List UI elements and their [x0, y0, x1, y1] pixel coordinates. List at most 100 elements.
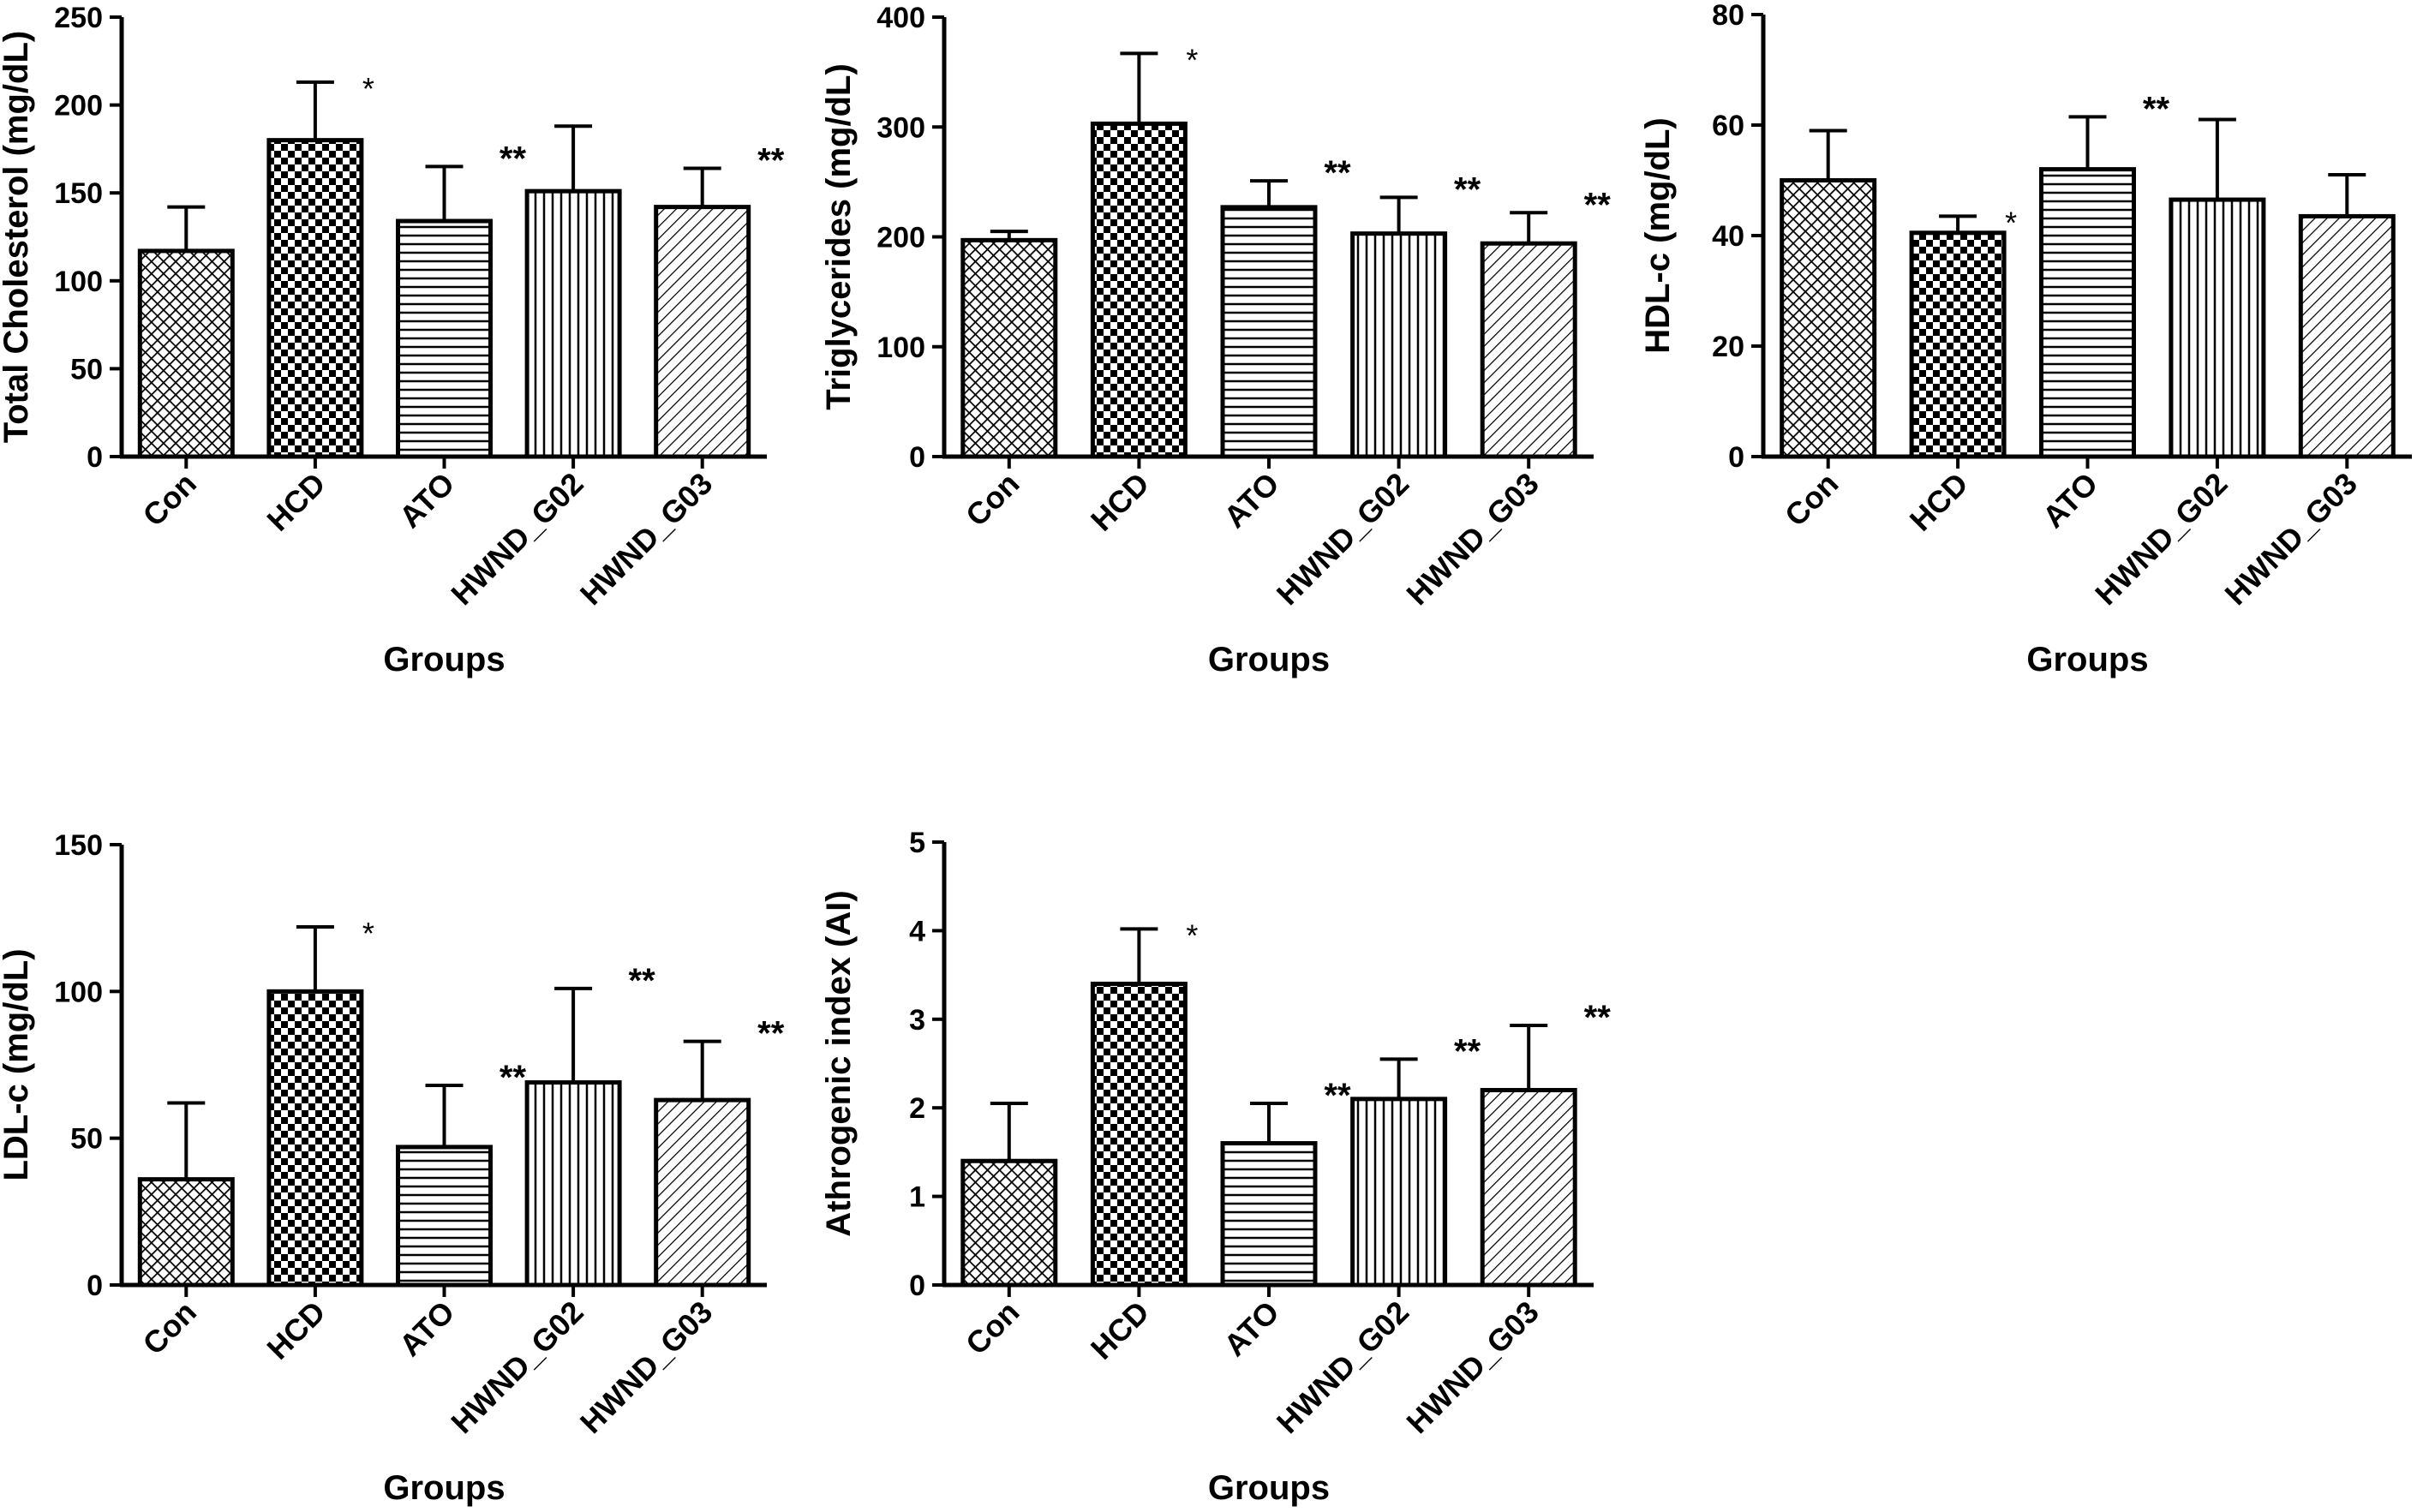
x-axis-title: Groups [383, 641, 505, 678]
significance-marker: ** [500, 140, 527, 177]
y-tick-label: 0 [87, 1270, 103, 1302]
x-tick-label: HWND_G02 [2088, 466, 2234, 612]
x-tick-label: HWND_G03 [2218, 466, 2364, 612]
bar-ato [2039, 167, 2136, 459]
y-axis-title: LDL-c (mg/dL) [0, 948, 35, 1180]
bar-ato [1220, 1141, 1318, 1288]
bar-hwnd-g02 [1350, 231, 1448, 459]
y-tick-label: 20 [1712, 331, 1744, 363]
y-tick-label: 0 [909, 441, 925, 474]
x-tick-label: HWND_G03 [1399, 466, 1545, 612]
bar-hwnd-g03 [2298, 213, 2396, 459]
bar-hwnd-g02 [1350, 1097, 1448, 1288]
y-tick-label: 300 [876, 111, 925, 144]
x-tick-label: ATO [1217, 1294, 1285, 1363]
x-tick-label: Con [1778, 466, 1845, 533]
x-tick-label: HWND_G03 [1399, 1294, 1545, 1440]
significance-marker: ** [500, 1059, 527, 1097]
significance-marker: * [2005, 205, 2017, 240]
y-axis-title: Athrogenic index (AI) [820, 890, 858, 1236]
x-tick-label: Con [959, 1294, 1026, 1361]
significance-marker: * [1186, 42, 1198, 77]
y-tick-label: 5 [909, 827, 925, 859]
significance-marker: ** [1324, 154, 1351, 192]
significance-marker: * [362, 916, 374, 951]
y-tick-label: 4 [909, 915, 925, 947]
bar-ato [396, 1144, 493, 1288]
x-tick-label: HWND_G02 [444, 1294, 589, 1440]
y-tick-label: 2 [909, 1092, 925, 1125]
bar-hwnd-g03 [654, 1097, 751, 1288]
bar-hcd [1090, 121, 1188, 459]
x-tick-label: HCD [260, 466, 332, 538]
bar-ato [396, 218, 493, 459]
bar-hwnd-g02 [2169, 197, 2266, 459]
significance-marker: ** [2143, 90, 2170, 128]
x-tick-label: HCD [1903, 466, 1975, 538]
significance-marker: ** [1454, 1032, 1481, 1070]
y-tick-label: 150 [54, 829, 103, 862]
significance-marker: ** [1324, 1077, 1351, 1115]
x-tick-label: Con [135, 1294, 202, 1361]
x-axis-title: Groups [1208, 1469, 1330, 1507]
significance-marker: * [1186, 917, 1198, 953]
y-tick-label: 100 [54, 976, 103, 1008]
y-tick-label: 60 [1712, 110, 1744, 142]
bar-hwnd-g03 [654, 205, 751, 459]
y-axis-title: Total Cholesterol (mg/dL) [0, 31, 35, 443]
y-tick-label: 400 [876, 2, 925, 34]
y-tick-label: 50 [70, 1123, 103, 1156]
significance-marker: ** [1584, 999, 1612, 1037]
bar-hwnd-g03 [1480, 1088, 1577, 1288]
bar-hcd [266, 138, 364, 459]
bar-con [137, 1177, 235, 1288]
y-tick-label: 3 [909, 1004, 925, 1037]
significance-marker: ** [1584, 186, 1612, 224]
x-tick-label: ATO [392, 466, 461, 535]
significance-marker: ** [1454, 170, 1481, 208]
y-tick-label: 80 [1712, 0, 1744, 32]
bar-hwnd-g02 [524, 188, 622, 459]
x-tick-label: HWND_G02 [1270, 1294, 1415, 1440]
y-tick-label: 1 [909, 1181, 925, 1214]
y-tick-label: 100 [54, 266, 103, 298]
bar-hcd [1090, 981, 1188, 1288]
bar-hcd [266, 989, 364, 1288]
bar-con [960, 1158, 1058, 1288]
x-tick-label: HWND_G03 [573, 1294, 719, 1440]
x-tick-label: Con [959, 466, 1026, 533]
x-tick-label: HCD [1084, 466, 1156, 538]
bar-hwnd-g03 [1480, 241, 1577, 459]
y-axis-title: HDL-c (mg/dL) [1639, 117, 1677, 354]
bar-con [137, 248, 235, 459]
y-tick-label: 100 [876, 332, 925, 364]
x-tick-label: HCD [1084, 1294, 1156, 1366]
significance-marker: ** [629, 962, 656, 1000]
x-tick-label: HCD [260, 1294, 332, 1366]
x-axis-title: Groups [2026, 641, 2148, 678]
x-tick-label: Con [135, 466, 202, 533]
bar-con [1780, 178, 1877, 459]
x-tick-label: HWND_G03 [573, 466, 719, 612]
y-tick-label: 0 [1728, 441, 1744, 474]
bar-con [960, 237, 1058, 459]
y-tick-label: 40 [1712, 220, 1744, 253]
x-axis-title: Groups [1208, 641, 1330, 678]
bar-ato [1220, 205, 1318, 459]
bar-hwnd-g02 [524, 1080, 622, 1288]
x-tick-label: ATO [392, 1294, 461, 1363]
x-tick-label: ATO [1217, 466, 1285, 535]
y-tick-label: 50 [70, 353, 103, 385]
x-tick-label: ATO [2036, 466, 2104, 535]
y-tick-label: 200 [54, 90, 103, 123]
significance-marker: ** [757, 1015, 785, 1053]
y-tick-label: 0 [87, 441, 103, 474]
bar-hcd [1909, 230, 2007, 459]
